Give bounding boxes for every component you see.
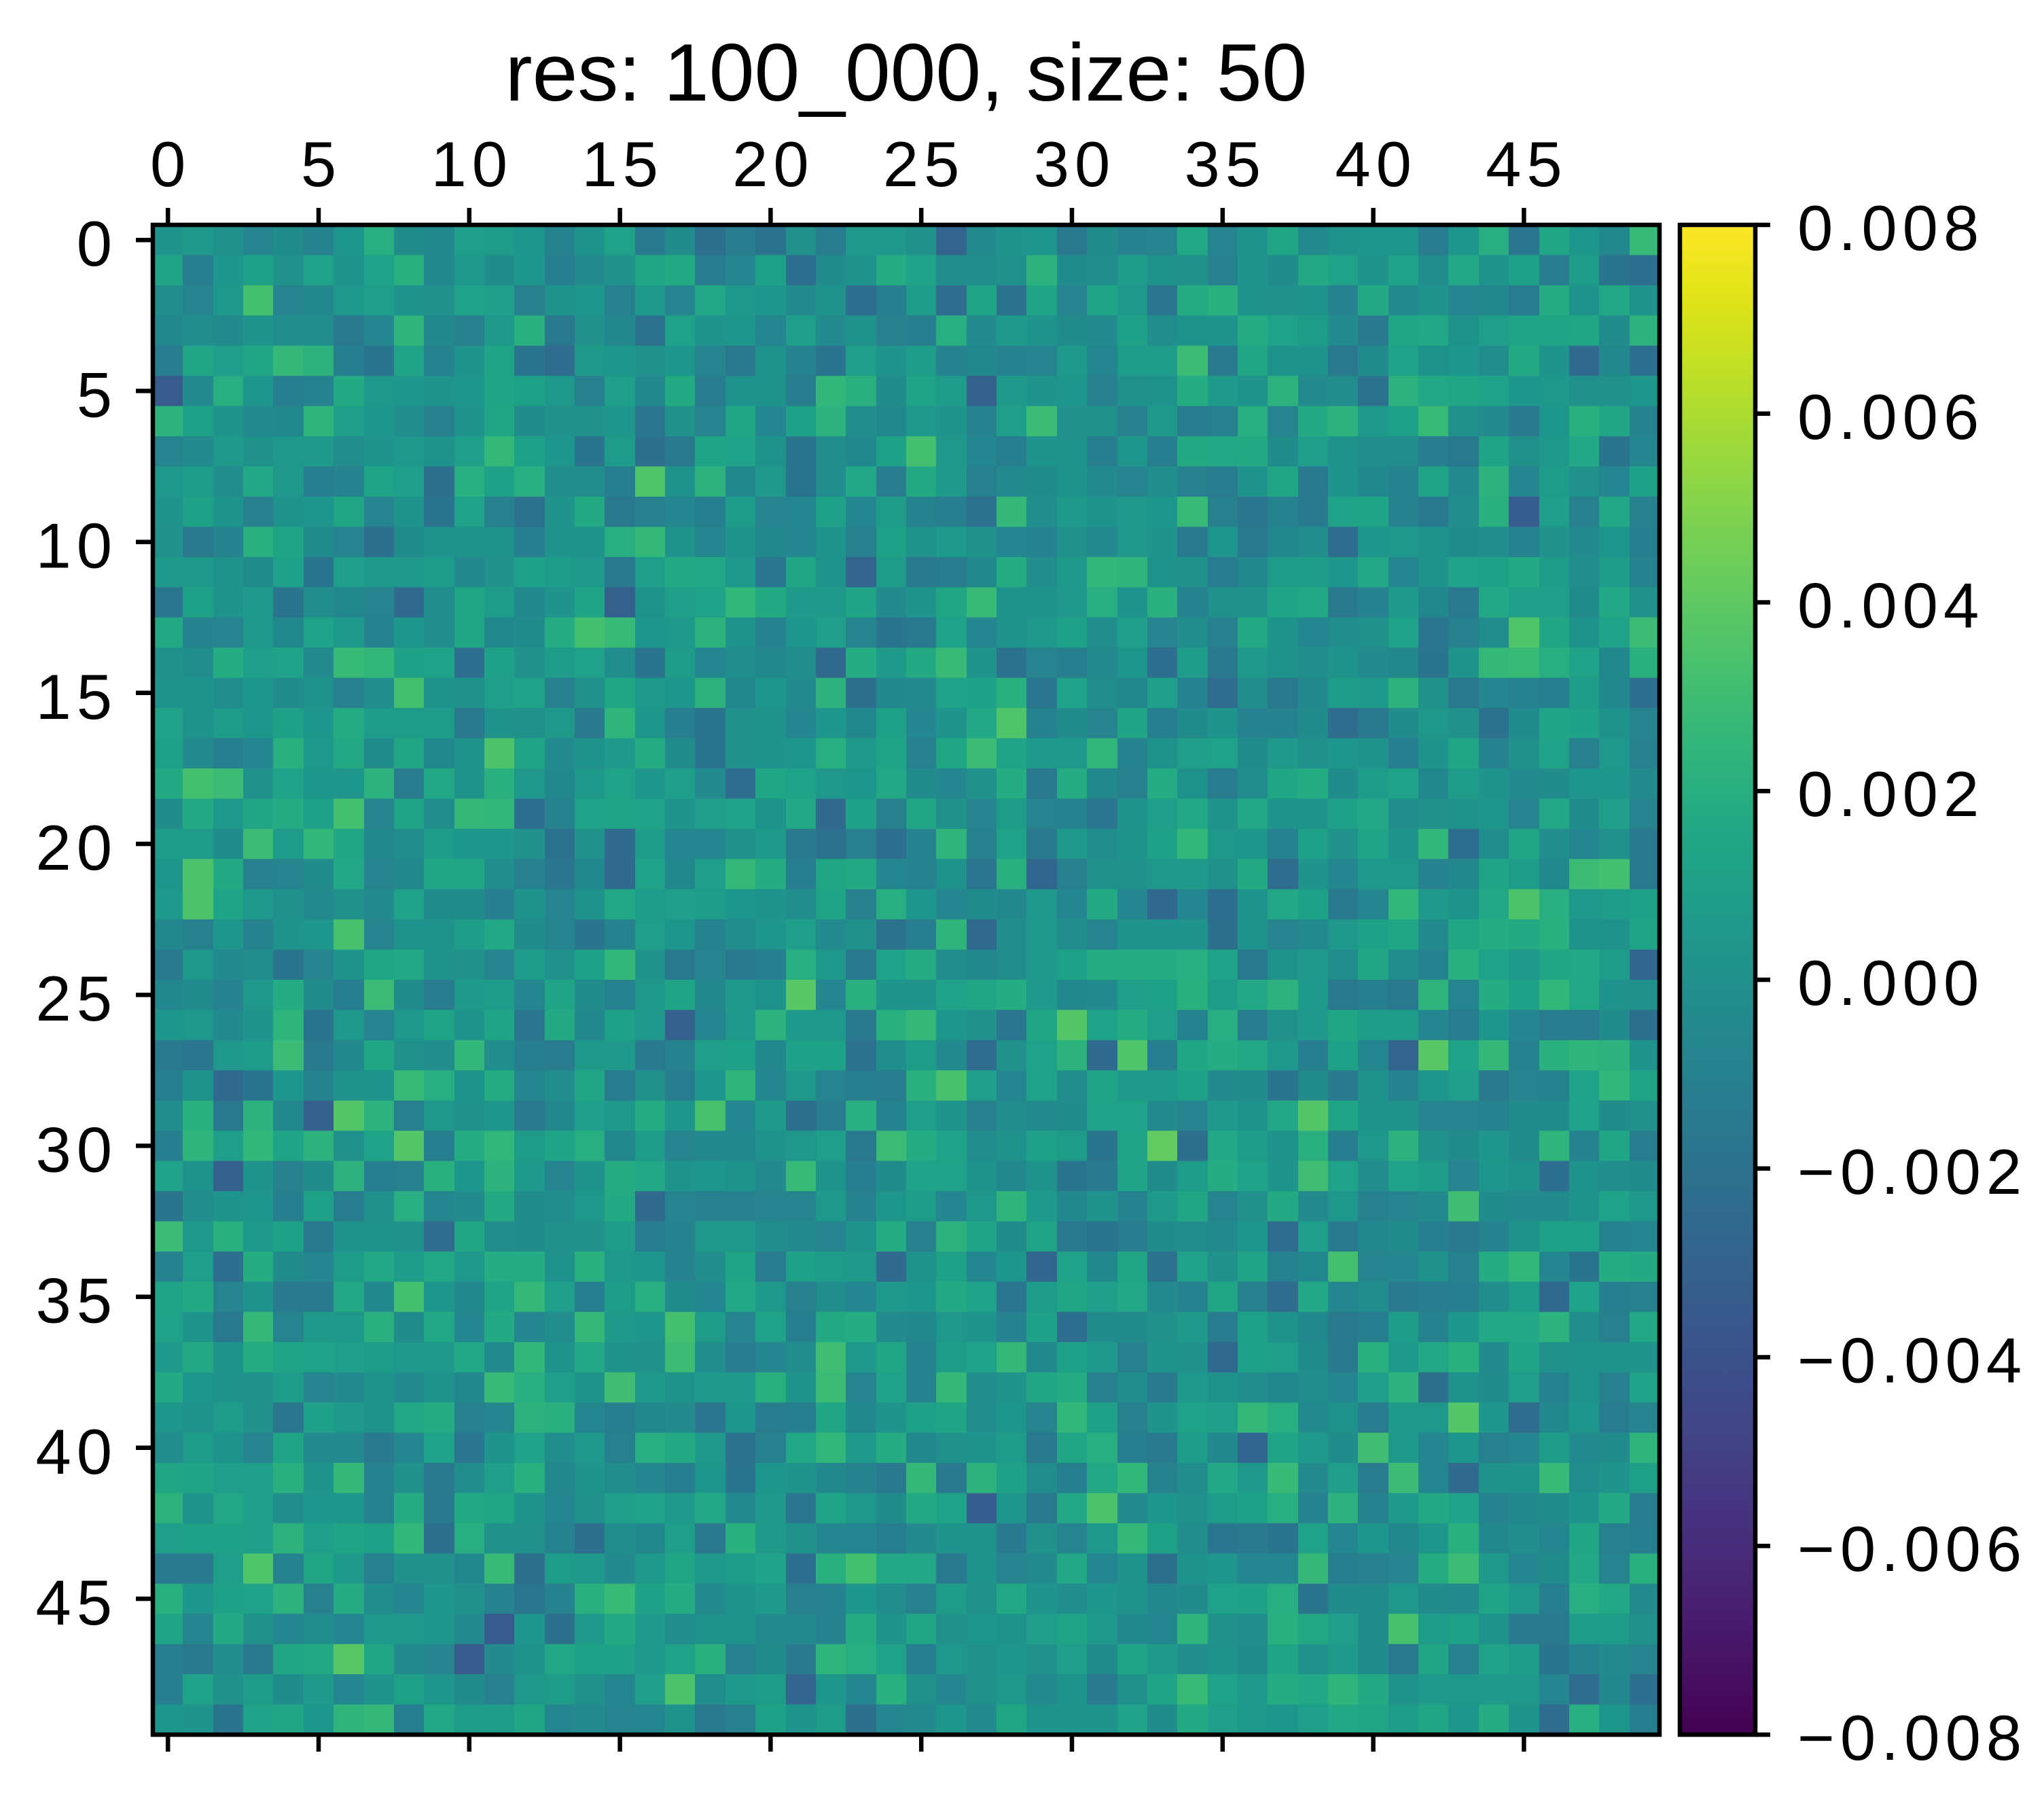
svg-text:0.000: 0.000 — [1797, 947, 1984, 1019]
svg-text:35: 35 — [1185, 128, 1267, 200]
svg-text:−0.004: −0.004 — [1797, 1325, 2027, 1396]
svg-text:15: 15 — [35, 661, 118, 732]
svg-text:0.008: 0.008 — [1797, 192, 1984, 264]
svg-text:25: 25 — [35, 963, 118, 1034]
svg-text:40: 40 — [35, 1416, 118, 1487]
svg-text:−0.006: −0.006 — [1797, 1513, 2027, 1584]
svg-text:res: 100_000, size: 50: res: 100_000, size: 50 — [505, 27, 1308, 118]
svg-text:35: 35 — [35, 1265, 118, 1336]
svg-text:0.002: 0.002 — [1797, 758, 1984, 830]
svg-text:5: 5 — [301, 128, 342, 200]
svg-text:30: 30 — [1034, 128, 1116, 200]
svg-text:0.006: 0.006 — [1797, 381, 1984, 453]
svg-text:20: 20 — [732, 128, 814, 200]
svg-text:−0.008: −0.008 — [1797, 1702, 2027, 1773]
svg-text:5: 5 — [77, 359, 118, 430]
svg-text:40: 40 — [1335, 128, 1417, 200]
svg-text:45: 45 — [1486, 128, 1568, 200]
svg-text:0: 0 — [150, 128, 191, 200]
svg-text:25: 25 — [883, 128, 965, 200]
svg-text:0: 0 — [77, 208, 118, 279]
svg-text:10: 10 — [431, 128, 514, 200]
svg-text:45: 45 — [35, 1567, 118, 1638]
svg-text:0.004: 0.004 — [1797, 570, 1984, 641]
svg-text:10: 10 — [35, 510, 118, 582]
svg-text:−0.002: −0.002 — [1797, 1136, 2027, 1207]
svg-text:30: 30 — [35, 1114, 118, 1185]
svg-text:15: 15 — [581, 128, 664, 200]
svg-text:20: 20 — [35, 812, 118, 883]
